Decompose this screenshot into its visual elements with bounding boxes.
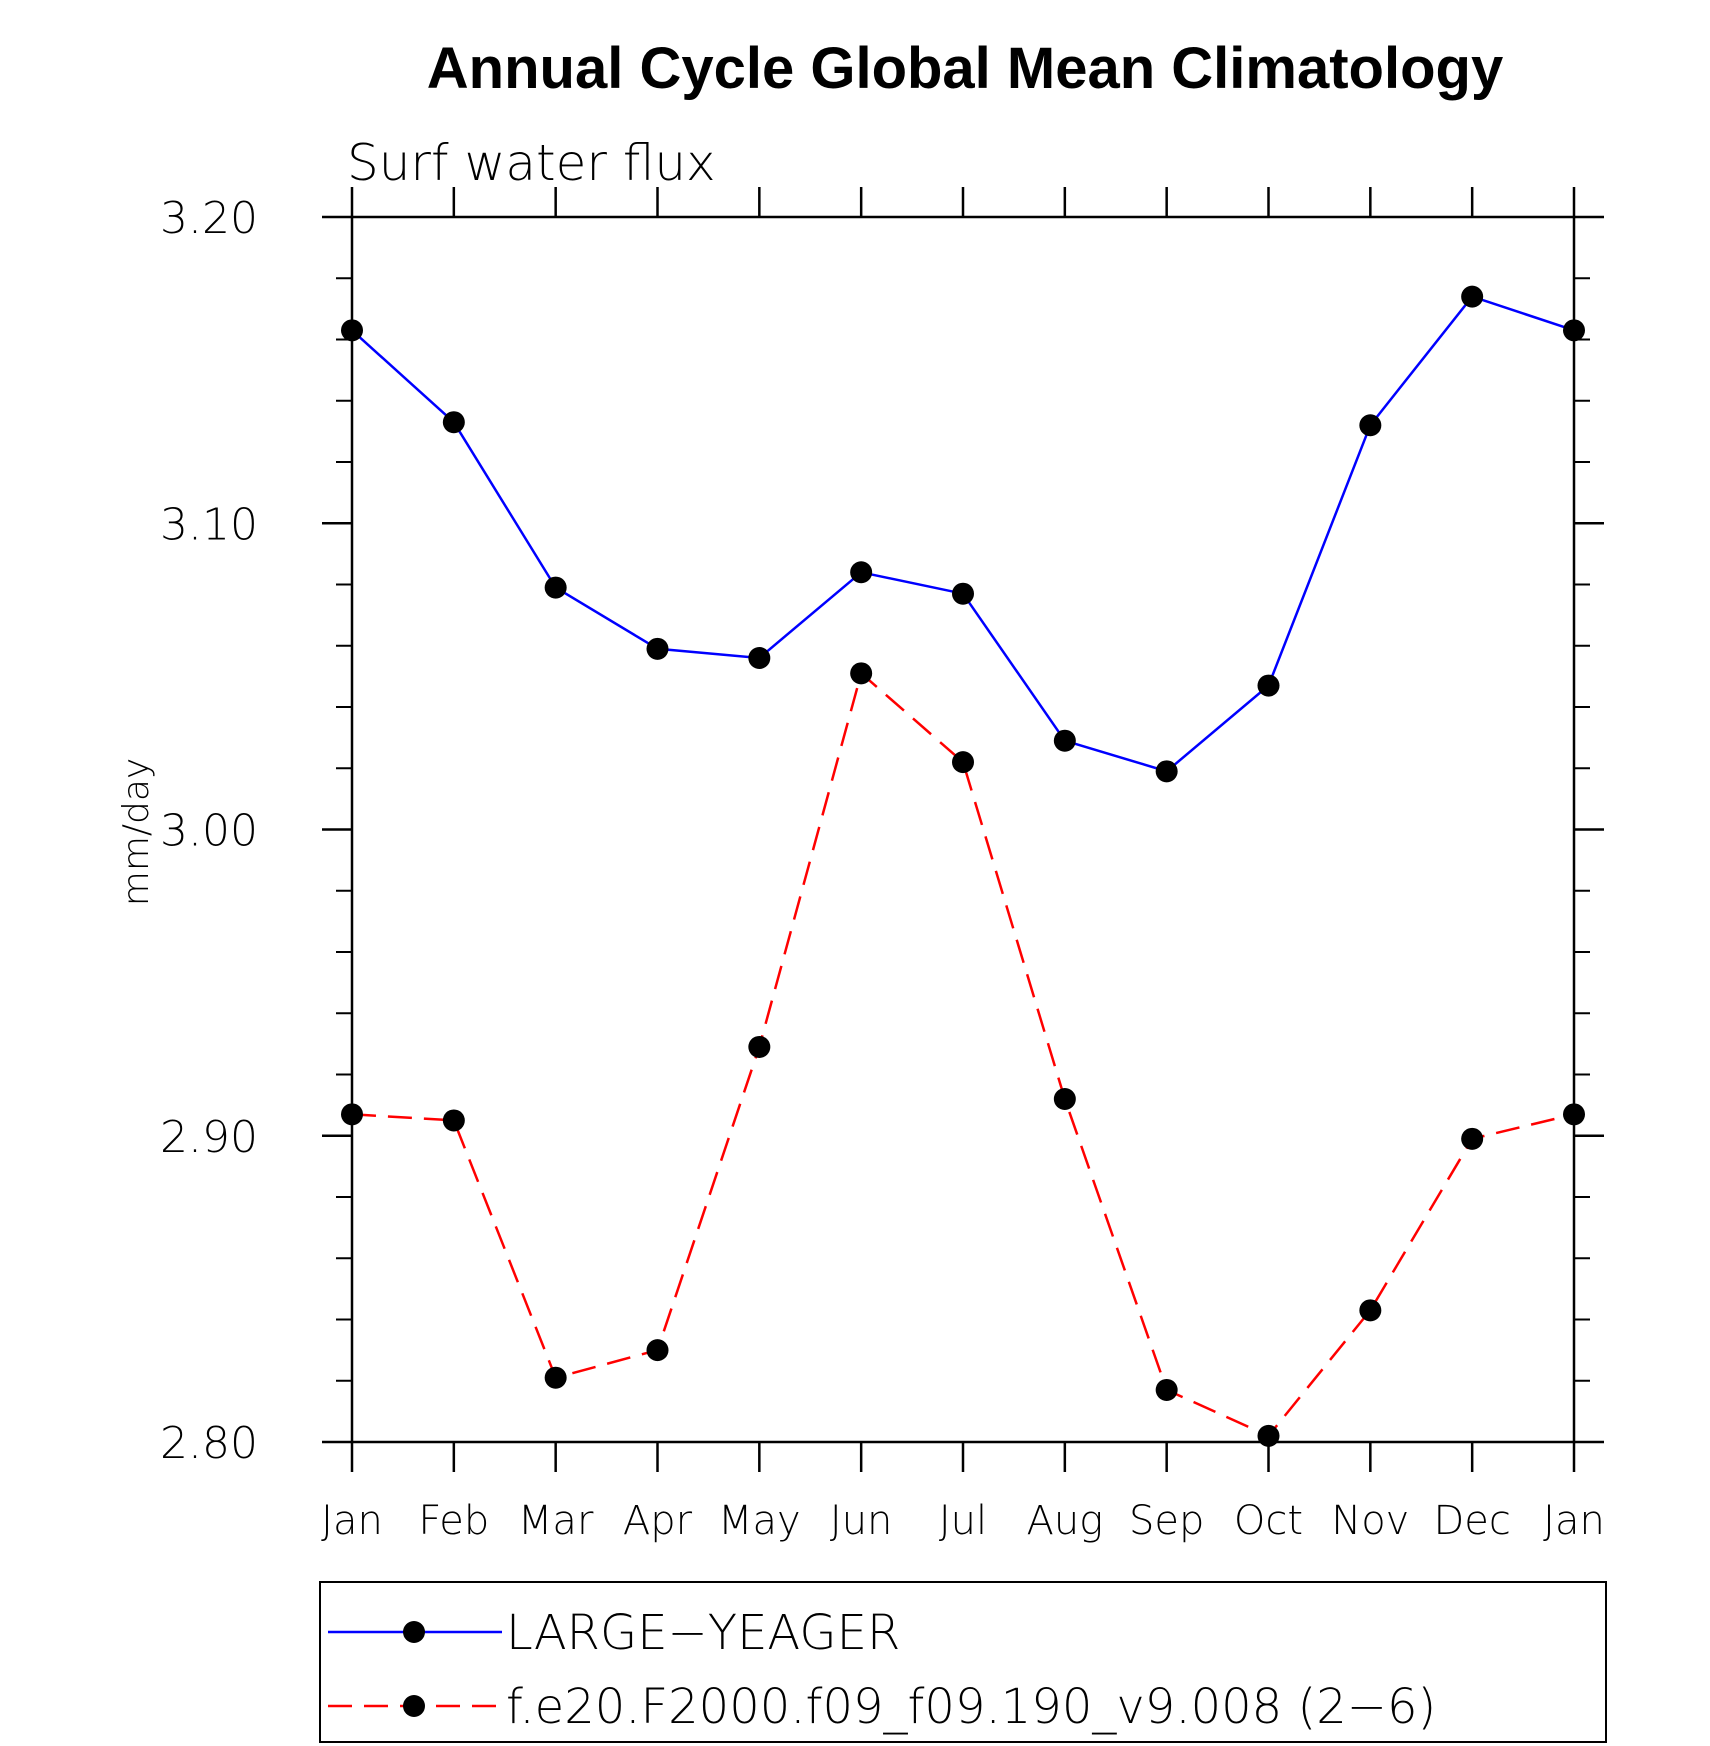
x-tick-label: Nov (1331, 1498, 1409, 1544)
axis-ticks (322, 187, 1604, 1472)
x-tick-label: Jun (830, 1498, 893, 1544)
series-line-2 (351, 671, 1575, 1438)
x-tick-label: Oct (1234, 1498, 1303, 1544)
data-point-series-2 (748, 1035, 771, 1058)
x-tick-labels: Jan Feb Mar Apr May Jun Jul Aug Sep Oct Nov Dec Jan (321, 1498, 1605, 1544)
data-point-series-1 (544, 576, 567, 599)
data-point-series-2 (1359, 1299, 1382, 1322)
data-point-series-2 (952, 751, 974, 774)
x-tick-label: Apr (623, 1498, 693, 1544)
data-point-series-1 (1053, 729, 1076, 752)
legend-box (319, 1581, 1607, 1743)
chart-subtitle: Surf water flux (347, 134, 716, 192)
legend-marker-series-1 (403, 1621, 425, 1643)
data-point-series-2 (1461, 1127, 1484, 1150)
data-point-series-1 (442, 411, 465, 434)
data-point-series-1 (952, 582, 974, 605)
x-tick-label: Sep (1129, 1498, 1204, 1544)
y-tick-label: 3.10 (160, 499, 258, 550)
x-tick-label: Feb (418, 1498, 489, 1544)
data-point-series-2 (1053, 1088, 1076, 1110)
x-tick-label: Jan (1543, 1498, 1605, 1544)
x-tick-label: Dec (1433, 1498, 1510, 1544)
data-point-series-1 (1155, 760, 1178, 783)
data-point-series-1 (850, 561, 873, 584)
data-point-series-2 (1563, 1103, 1585, 1126)
data-point-series-1 (1563, 319, 1585, 342)
data-point-series-2 (646, 1339, 669, 1362)
x-tick-label: Jan (321, 1498, 383, 1544)
y-axis-label: mm/day (116, 758, 157, 906)
data-point-series-1 (1359, 414, 1382, 437)
series-points (341, 285, 1585, 1447)
x-tick-label: Aug (1026, 1498, 1103, 1544)
data-point-series-2 (544, 1366, 567, 1389)
data-point-series-2 (1257, 1424, 1280, 1447)
series-lines (351, 295, 1575, 1438)
y-tick-labels: 2.80 2.90 3.00 3.10 3.20 (160, 193, 258, 1469)
y-tick-label: 3.00 (160, 806, 258, 857)
chart-title: Annual Cycle Global Mean Climatology (427, 36, 1503, 101)
legend-marker-series-2 (403, 1695, 425, 1717)
x-tick-label: Mar (518, 1498, 594, 1544)
legend: LARGE−YEAGER f.e20.F2000.f09_f09.190_v9.0… (328, 1605, 1436, 1735)
y-tick-label: 2.80 (160, 1418, 258, 1469)
data-point-series-2 (442, 1109, 465, 1132)
y-tick-label: 2.90 (160, 1112, 258, 1163)
x-tick-label: Jul (939, 1498, 987, 1544)
data-point-series-1 (748, 647, 771, 669)
series-line-1 (351, 295, 1575, 773)
data-point-series-1 (341, 319, 363, 342)
legend-label-series-2: f.e20.F2000.f09_f09.190_v9.008 (2−6) (506, 1679, 1436, 1735)
data-point-series-1 (646, 637, 669, 660)
data-point-series-2 (850, 662, 873, 685)
legend-label-series-1: LARGE−YEAGER (506, 1605, 900, 1661)
data-point-series-1 (1257, 674, 1280, 697)
x-tick-label: May (718, 1498, 801, 1544)
data-point-series-2 (1155, 1378, 1178, 1401)
y-tick-label: 3.20 (160, 193, 258, 244)
data-point-series-2 (341, 1103, 363, 1126)
data-point-series-1 (1461, 285, 1484, 308)
